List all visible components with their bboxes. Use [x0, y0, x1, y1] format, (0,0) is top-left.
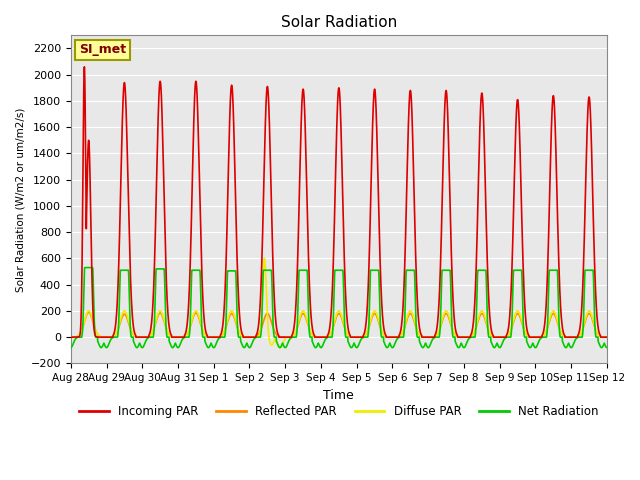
- Net Radiation: [81, 264, 88, 270]
- Incoming PAR: [67, 334, 75, 340]
- Diffuse PAR: [602, 334, 609, 340]
- Reflected PAR: [603, 334, 611, 340]
- X-axis label: Time: Time: [323, 389, 354, 402]
- Line: Diffuse PAR: Diffuse PAR: [71, 258, 607, 348]
- Reflected PAR: [85, 309, 93, 315]
- Incoming PAR: [182, 330, 189, 336]
- Diffuse PAR: [489, 333, 497, 339]
- Reflected PAR: [268, 320, 275, 325]
- Diffuse PAR: [260, 255, 268, 261]
- Net Radiation: [176, 342, 184, 348]
- Net Radiation: [268, 269, 275, 275]
- Incoming PAR: [268, 207, 275, 213]
- Incoming PAR: [81, 64, 88, 70]
- Y-axis label: Solar Radiation (W/m2 or um/m2/s): Solar Radiation (W/m2 or um/m2/s): [15, 107, 25, 291]
- Line: Reflected PAR: Reflected PAR: [71, 312, 607, 337]
- Title: Solar Radiation: Solar Radiation: [281, 15, 397, 30]
- Net Radiation: [601, 342, 609, 348]
- Incoming PAR: [601, 334, 609, 340]
- Reflected PAR: [601, 334, 609, 340]
- Reflected PAR: [489, 334, 497, 339]
- Net Radiation: [603, 345, 611, 350]
- Diffuse PAR: [182, 333, 189, 339]
- Net Radiation: [489, 343, 497, 349]
- Net Radiation: [182, 334, 189, 340]
- Incoming PAR: [413, 285, 420, 290]
- Reflected PAR: [176, 334, 184, 340]
- Incoming PAR: [489, 332, 497, 338]
- Diffuse PAR: [268, 342, 275, 348]
- Reflected PAR: [182, 333, 189, 339]
- Net Radiation: [413, 331, 420, 337]
- Reflected PAR: [413, 326, 420, 332]
- Diffuse PAR: [67, 334, 75, 340]
- Line: Incoming PAR: Incoming PAR: [71, 67, 607, 337]
- Diffuse PAR: [176, 334, 184, 340]
- Text: SI_met: SI_met: [79, 43, 126, 56]
- Incoming PAR: [603, 334, 611, 340]
- Diffuse PAR: [413, 326, 420, 332]
- Legend: Incoming PAR, Reflected PAR, Diffuse PAR, Net Radiation: Incoming PAR, Reflected PAR, Diffuse PAR…: [74, 401, 603, 423]
- Incoming PAR: [176, 334, 184, 340]
- Net Radiation: [67, 345, 75, 350]
- Line: Net Radiation: Net Radiation: [71, 267, 607, 348]
- Reflected PAR: [67, 334, 75, 340]
- Diffuse PAR: [603, 334, 611, 340]
- Diffuse PAR: [276, 345, 284, 350]
